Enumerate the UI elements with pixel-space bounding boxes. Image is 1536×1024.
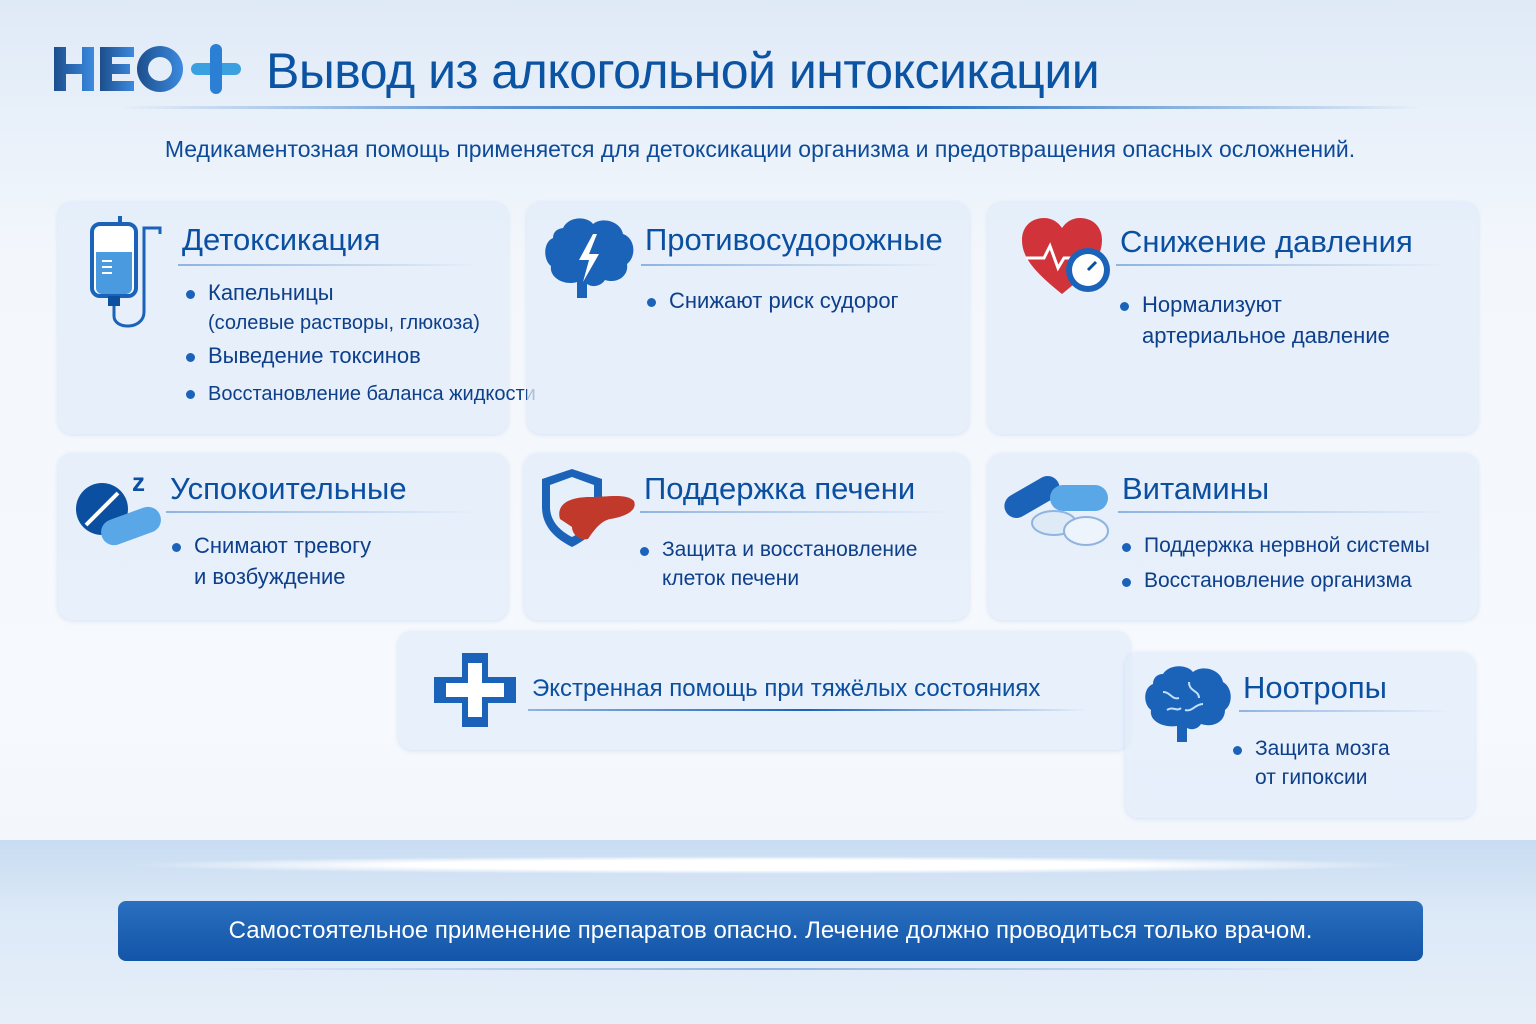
iv-drip-icon: [90, 216, 162, 328]
card-nootropics: Ноотропы Защита мозга от гипоксии: [1125, 652, 1475, 818]
card-emergency: Экстренная помощь при тяжёлых состояниях: [398, 631, 1130, 750]
brain-icon: [1145, 666, 1231, 742]
liver-shield-icon: [542, 469, 635, 547]
card-liver-support: Поддержка печени Защита и восстановление…: [524, 453, 969, 620]
card-vitamins: Витамины Поддержка нервной системы Восст…: [988, 453, 1478, 620]
list-item: Снимают тревогу и возбуждение: [172, 531, 371, 593]
banner-divider: [200, 968, 1340, 970]
card-title: Снижение давления: [1120, 224, 1413, 259]
page-title: Вывод из алкогольной интоксикации: [266, 43, 1100, 99]
list-item: Восстановление баланса жидкости: [186, 378, 536, 409]
card-title: Успокоительные: [170, 471, 407, 506]
page-subtitle: Медикаментозная помощь применяется для д…: [164, 136, 1356, 162]
card-anticonvulsants: Противосудорожные Снижают риск судорог: [527, 202, 969, 434]
list-item: Восстановление организма: [1122, 566, 1430, 595]
capsules-icon: [1004, 476, 1109, 546]
list-item: Защита и восстановление клеток печени: [640, 535, 917, 594]
card-title: Детоксикация: [182, 222, 381, 257]
card-title: Противосудорожные: [645, 222, 943, 257]
card-sedatives: z Успокоительные Снимают тревогу и возбуж…: [58, 453, 508, 620]
list-item: Снижают риск судорог: [647, 286, 899, 317]
footer-glow: [120, 856, 1420, 874]
list-item: Капельницы (солевые растворы, глюкоза): [186, 278, 536, 337]
medical-cross-icon: [434, 653, 516, 727]
card-title: Поддержка печени: [644, 471, 916, 506]
brain-lightning-icon: [545, 218, 634, 298]
heart-gauge-icon: [1022, 218, 1110, 294]
warning-banner: Самостоятельное применение препаратов оп…: [118, 901, 1423, 961]
card-detox: Детоксикация Капельницы (солевые растворы…: [58, 202, 536, 434]
list-item: Нормализуют артериальное давление: [1120, 290, 1390, 352]
svg-text:z: z: [132, 469, 145, 497]
card-blood-pressure: Снижение давления Нормализуют артериально…: [988, 202, 1478, 434]
list-item: Защита мозга от гипоксии: [1233, 734, 1390, 793]
card-title: Экстренная помощь при тяжёлых состояниях: [532, 675, 1041, 702]
list-item: Поддержка нервной системы: [1122, 531, 1430, 560]
card-title: Ноотропы: [1243, 670, 1387, 705]
list-item: Выведение токсинов: [186, 341, 536, 372]
neo-plus-logo: [54, 44, 241, 94]
sleep-pills-icon: z: [76, 469, 161, 546]
card-title: Витамины: [1122, 471, 1270, 506]
title-divider: [120, 106, 1420, 109]
